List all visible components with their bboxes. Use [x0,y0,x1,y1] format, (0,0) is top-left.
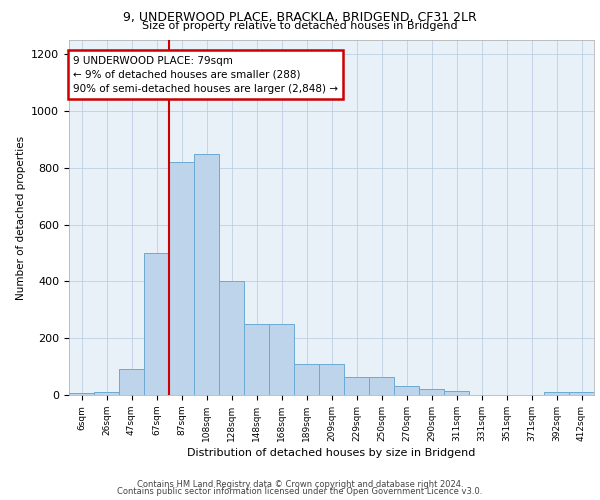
Text: Contains public sector information licensed under the Open Government Licence v3: Contains public sector information licen… [118,487,482,496]
Bar [394,386,419,395]
Y-axis label: Number of detached properties: Number of detached properties [16,136,26,300]
Bar [194,154,219,395]
Text: 9, UNDERWOOD PLACE, BRACKLA, BRIDGEND, CF31 2LR: 9, UNDERWOOD PLACE, BRACKLA, BRIDGEND, C… [123,11,477,24]
Bar [144,253,169,395]
Bar [419,390,444,395]
Bar [119,370,144,395]
Bar [294,364,319,395]
Bar [369,376,394,395]
Bar [169,162,194,395]
Bar [94,392,119,395]
Bar [544,392,569,395]
X-axis label: Distribution of detached houses by size in Bridgend: Distribution of detached houses by size … [187,448,476,458]
Bar [319,364,344,395]
Bar [569,392,594,395]
Bar [269,324,294,395]
Text: Contains HM Land Registry data © Crown copyright and database right 2024.: Contains HM Land Registry data © Crown c… [137,480,463,489]
Bar [344,376,369,395]
Bar [444,390,469,395]
Text: 9 UNDERWOOD PLACE: 79sqm
← 9% of detached houses are smaller (288)
90% of semi-d: 9 UNDERWOOD PLACE: 79sqm ← 9% of detache… [73,56,338,94]
Bar [244,324,269,395]
Bar [219,282,244,395]
Text: Size of property relative to detached houses in Bridgend: Size of property relative to detached ho… [142,21,458,31]
Bar [69,392,94,395]
